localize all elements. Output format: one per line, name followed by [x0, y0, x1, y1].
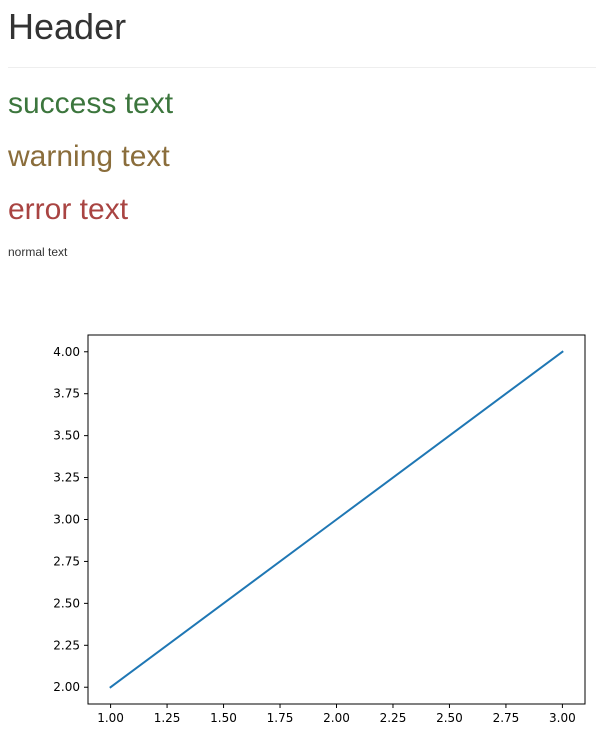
page-title: Header: [8, 6, 127, 47]
x-tick-label: 1.00: [97, 711, 124, 725]
chart-canvas: 1.00 1.25 1.50 1.75 2.00 2.25 2.50 2.75 3.00 2.0…: [53, 334, 586, 725]
x-tick-label: 1.75: [267, 711, 294, 725]
y-tick-label: 2.75: [53, 554, 80, 568]
x-tick-label: 1.25: [154, 711, 181, 725]
y-tick-label: 2.00: [53, 680, 80, 694]
y-tick-label: 2.50: [53, 596, 80, 610]
line-chart: 1.00 1.25 1.50 1.75 2.00 2.25 2.50 2.75 3.00 2.0…: [0, 319, 596, 739]
header-divider: [8, 67, 596, 68]
x-tick-label: 1.50: [210, 711, 237, 725]
x-tick-label: 2.75: [493, 711, 520, 725]
x-tick-label: 3.00: [549, 711, 576, 725]
normal-text: normal text: [8, 245, 68, 259]
x-tick-label: 2.00: [323, 711, 350, 725]
x-tick-label: 2.50: [436, 711, 463, 725]
y-tick-label: 3.00: [53, 513, 80, 527]
series-line-0: [109, 350, 564, 689]
x-tick-label: 2.25: [380, 711, 407, 725]
error-text: error text: [8, 193, 129, 226]
warning-text: warning text: [8, 140, 170, 173]
y-tick-label: 2.25: [53, 638, 80, 652]
success-text: success text: [8, 87, 174, 120]
y-tick-label: 4.00: [53, 345, 80, 359]
y-tick-label: 3.75: [53, 387, 80, 401]
y-tick-label: 3.25: [53, 471, 80, 485]
y-tick-label: 3.50: [53, 429, 80, 443]
